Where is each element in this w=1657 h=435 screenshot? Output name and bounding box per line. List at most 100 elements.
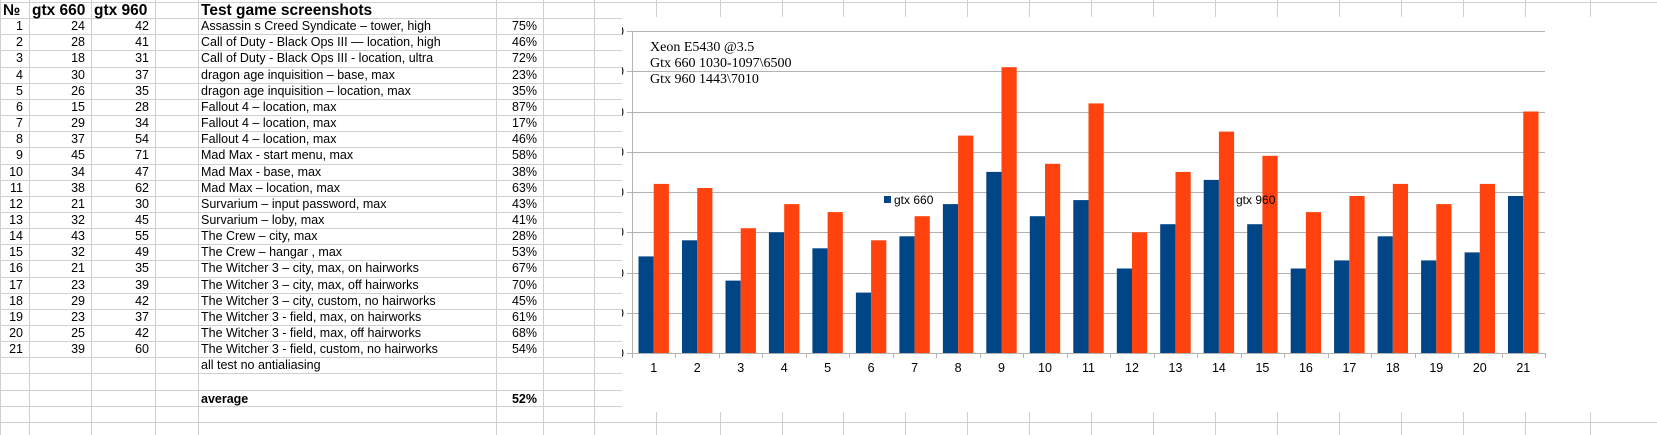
gain-percent[interactable]: 41% — [511, 213, 537, 227]
gtx960-value[interactable]: 55 — [135, 229, 149, 243]
gtx960-value[interactable]: 62 — [135, 181, 149, 195]
test-name[interactable]: Call of Duty - Black Ops III - location,… — [201, 51, 434, 65]
gtx660-value[interactable]: 21 — [71, 197, 85, 211]
average-label[interactable]: average — [201, 392, 249, 406]
bar-gtx-660-17[interactable] — [1334, 260, 1350, 353]
gtx660-value[interactable]: 21 — [71, 261, 85, 275]
bar-gtx-960-8[interactable] — [958, 135, 974, 353]
gain-percent[interactable]: 43% — [511, 197, 537, 211]
row-number[interactable]: 9 — [16, 148, 23, 162]
row-number[interactable]: 10 — [9, 165, 23, 179]
gtx660-value[interactable]: 37 — [71, 132, 85, 146]
test-name[interactable]: The Witcher 3 - field, custom, no hairwo… — [201, 342, 438, 356]
gain-percent[interactable]: 35% — [511, 84, 537, 98]
bar-gtx-660-20[interactable] — [1464, 252, 1480, 353]
gain-percent[interactable]: 28% — [511, 229, 537, 243]
bar-gtx-960-18[interactable] — [1392, 183, 1408, 353]
bar-gtx-660-15[interactable] — [1247, 224, 1263, 353]
bar-gtx-660-13[interactable] — [1160, 224, 1176, 353]
gain-percent[interactable]: 38% — [511, 165, 537, 179]
gain-percent[interactable]: 45% — [511, 294, 537, 308]
row-number[interactable]: 13 — [9, 213, 23, 227]
test-name[interactable]: Fallout 4 – location, max — [201, 132, 337, 146]
bar-gtx-660-8[interactable] — [942, 204, 959, 353]
bar-gtx-660-4[interactable] — [768, 232, 785, 354]
row-number[interactable]: 7 — [16, 116, 23, 130]
header-number[interactable]: № — [3, 2, 21, 19]
bar-gtx-960-3[interactable] — [740, 228, 756, 353]
gtx660-value[interactable]: 24 — [71, 19, 85, 33]
row-number[interactable]: 4 — [16, 68, 23, 82]
bar-gtx-960-1[interactable] — [653, 183, 669, 353]
gain-percent[interactable]: 54% — [511, 342, 537, 356]
test-name[interactable]: Survarium – loby, max — [201, 213, 325, 227]
bar-gtx-660-11[interactable] — [1073, 200, 1089, 353]
bar-gtx-660-3[interactable] — [725, 280, 741, 353]
test-name[interactable]: The Witcher 3 – city, max, off hairworks — [201, 278, 419, 292]
bar-gtx-960-19[interactable] — [1436, 204, 1452, 353]
row-number[interactable]: 14 — [9, 229, 23, 243]
row-number[interactable]: 2 — [16, 35, 23, 49]
test-name[interactable]: Mad Max - base, max — [201, 165, 322, 179]
test-name[interactable]: The Witcher 3 - field, max, off hairwork… — [201, 326, 421, 340]
row-number[interactable]: 6 — [16, 100, 23, 114]
gtx660-value[interactable]: 26 — [71, 84, 85, 98]
test-name[interactable]: The Witcher 3 – city, custom, no hairwor… — [201, 294, 436, 308]
row-number[interactable]: 16 — [9, 261, 23, 275]
gtx960-value[interactable]: 35 — [135, 84, 149, 98]
gtx960-value[interactable]: 34 — [135, 116, 149, 130]
row-number[interactable]: 8 — [16, 132, 23, 146]
gtx960-value[interactable]: 41 — [135, 35, 149, 49]
bar-chart[interactable]: 0102030405060708012345678910111213141516… — [622, 17, 1657, 412]
gtx660-value[interactable]: 18 — [71, 51, 85, 65]
bar-gtx-660-6[interactable] — [855, 292, 872, 353]
bar-gtx-660-18[interactable] — [1377, 236, 1393, 353]
gain-percent[interactable]: 87% — [511, 100, 537, 114]
bar-gtx-660-7[interactable] — [899, 236, 915, 353]
gtx960-value[interactable]: 54 — [135, 132, 149, 146]
gtx960-value[interactable]: 45 — [135, 213, 149, 227]
bar-gtx-960-7[interactable] — [914, 216, 930, 353]
gtx960-value[interactable]: 37 — [135, 310, 149, 324]
gtx660-value[interactable]: 25 — [71, 326, 85, 340]
row-number[interactable]: 18 — [9, 294, 23, 308]
row-number[interactable]: 3 — [16, 51, 23, 65]
row-number[interactable]: 1 — [16, 19, 23, 33]
row-number[interactable]: 17 — [9, 278, 23, 292]
bar-gtx-960-5[interactable] — [827, 212, 843, 353]
bar-gtx-660-9[interactable] — [986, 171, 1002, 353]
test-name[interactable]: dragon age inquisition – base, max — [201, 68, 395, 82]
test-name[interactable]: Assassin s Creed Syndicate – tower, high — [201, 19, 431, 33]
bar-gtx-660-2[interactable] — [682, 240, 698, 353]
row-number[interactable]: 21 — [9, 342, 23, 356]
bar-gtx-960-21[interactable] — [1523, 111, 1539, 354]
gain-percent[interactable]: 46% — [511, 132, 537, 146]
gtx660-value[interactable]: 32 — [71, 245, 85, 259]
gtx660-value[interactable]: 29 — [71, 294, 85, 308]
bar-gtx-960-16[interactable] — [1305, 212, 1322, 353]
gtx660-value[interactable]: 23 — [71, 278, 85, 292]
gain-percent[interactable]: 23% — [511, 68, 537, 82]
gtx660-value[interactable]: 29 — [71, 116, 85, 130]
bar-gtx-660-21[interactable] — [1508, 196, 1524, 353]
gtx660-value[interactable]: 15 — [71, 100, 85, 114]
bar-gtx-960-15[interactable] — [1262, 155, 1278, 353]
gtx660-value[interactable]: 39 — [71, 342, 85, 356]
gain-percent[interactable]: 72% — [511, 51, 537, 65]
gtx960-value[interactable]: 47 — [135, 165, 149, 179]
bar-gtx-660-14[interactable] — [1203, 179, 1219, 353]
gain-percent[interactable]: 68% — [511, 326, 537, 340]
gtx960-value[interactable]: 35 — [135, 261, 149, 275]
bar-gtx-960-11[interactable] — [1088, 103, 1104, 354]
bar-gtx-960-9[interactable] — [1001, 67, 1017, 353]
gain-percent[interactable]: 67% — [511, 261, 537, 275]
row-number[interactable]: 5 — [16, 84, 23, 98]
test-name[interactable]: Mad Max - start menu, max — [201, 148, 354, 162]
gain-percent[interactable]: 61% — [511, 310, 537, 324]
gtx960-value[interactable]: 39 — [135, 278, 149, 292]
gain-percent[interactable]: 17% — [511, 116, 537, 130]
row-number[interactable]: 20 — [9, 326, 23, 340]
gtx960-value[interactable]: 30 — [135, 197, 149, 211]
bar-gtx-660-5[interactable] — [812, 248, 828, 353]
gtx960-value[interactable]: 31 — [135, 51, 149, 65]
